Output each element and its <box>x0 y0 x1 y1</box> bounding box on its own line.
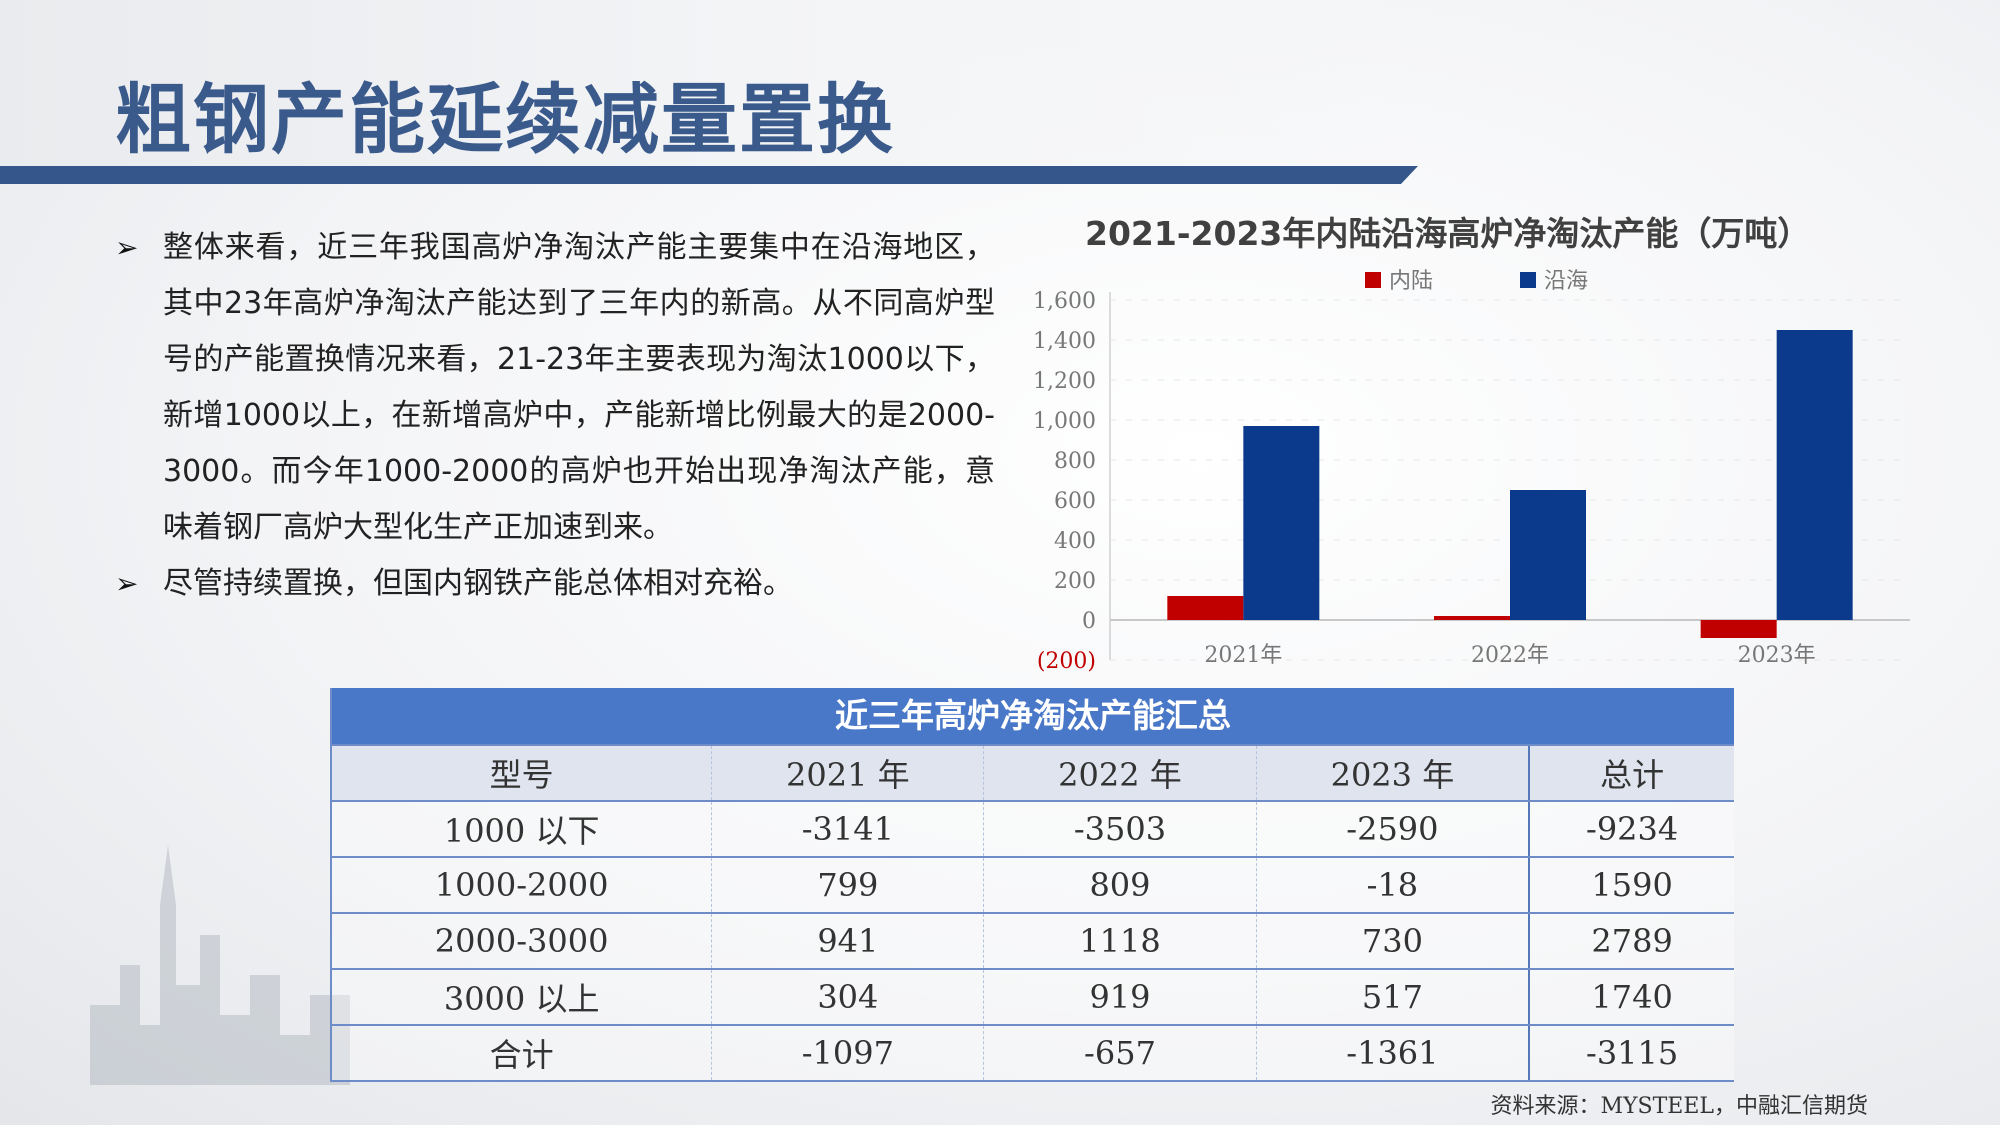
bullet-item: ➢ 整体来看，近三年我国高炉净淘汰产能主要集中在沿海地区，其中23年高炉净淘汰产… <box>115 220 995 556</box>
page-title: 粗钢产能延续减量置换 <box>115 75 895 164</box>
table-header-cell: 2022 年 <box>983 745 1257 802</box>
summary-table-container: 近三年高炉净淘汰产能汇总 型号 2021 年 2022 年 2023 年 总计 … <box>330 688 1734 1082</box>
table-cell: -1361 <box>1255 1025 1530 1082</box>
y-tick-label: 0 <box>1082 609 1096 634</box>
bar-内陆 <box>1434 616 1510 620</box>
table-cell: -18 <box>1255 857 1530 914</box>
y-tick-label: 1,000 <box>1033 409 1096 434</box>
summary-table: 近三年高炉净淘汰产能汇总 型号 2021 年 2022 年 2023 年 总计 … <box>330 688 1734 1082</box>
table-cell: 1000 以下 <box>330 801 712 858</box>
x-tick-label: 2022年 <box>1471 643 1549 668</box>
table-caption: 近三年高炉净淘汰产能汇总 <box>330 688 1734 746</box>
table-cell: -9234 <box>1528 801 1734 858</box>
y-tick-label: 1,600 <box>1033 289 1096 314</box>
bar-内陆 <box>1700 620 1777 638</box>
source-note: 资料来源：MYSTEEL，中融汇信期货 <box>1490 1094 1868 1119</box>
table-header-cell: 2023 年 <box>1255 745 1530 802</box>
legend-swatch <box>1365 272 1381 288</box>
table-row: 2000-3000 941 1118 730 2789 <box>330 913 1734 970</box>
arrow-bullet-icon: ➢ <box>115 231 139 264</box>
legend-label: 沿海 <box>1544 269 1588 294</box>
bar-沿海 <box>1776 330 1853 620</box>
table-cell: 304 <box>711 969 984 1026</box>
table-cell: 809 <box>983 857 1257 914</box>
y-tick-label: 200 <box>1054 569 1096 594</box>
table-cell: 941 <box>711 913 984 970</box>
table-cell: 1000-2000 <box>330 857 712 914</box>
table-cell: -2590 <box>1255 801 1530 858</box>
table-header-cell: 型号 <box>330 745 712 802</box>
table-header-row: 型号 2021 年 2022 年 2023 年 总计 <box>330 745 1734 802</box>
table-cell: 1118 <box>983 913 1257 970</box>
x-tick-label: 2023年 <box>1738 643 1816 668</box>
y-tick-label: (200) <box>1037 649 1096 674</box>
y-tick-label: 1,400 <box>1033 329 1096 354</box>
table-row: 1000-2000 799 809 -18 1590 <box>330 857 1734 914</box>
table-cell: 2000-3000 <box>330 913 712 970</box>
table-cell: -657 <box>983 1025 1257 1082</box>
table-cell: -3115 <box>1528 1025 1734 1082</box>
table-cell: 919 <box>983 969 1257 1026</box>
bullet-text: 整体来看，近三年我国高炉净淘汰产能主要集中在沿海地区，其中23年高炉净淘汰产能达… <box>163 230 995 545</box>
table-row: 合计 -1097 -657 -1361 -3115 <box>330 1025 1734 1082</box>
y-tick-label: 400 <box>1054 529 1096 554</box>
table-cell: 730 <box>1255 913 1530 970</box>
table-cell: 799 <box>711 857 984 914</box>
bar-沿海 <box>1243 426 1320 620</box>
y-tick-label: 1,200 <box>1033 369 1096 394</box>
legend-label: 内陆 <box>1389 269 1433 294</box>
table-cell: -1097 <box>711 1025 984 1082</box>
table-cell: 1590 <box>1528 857 1734 914</box>
table-cell: 1740 <box>1528 969 1734 1026</box>
y-tick-label: 600 <box>1054 489 1096 514</box>
bullet-text: 尽管持续置换，但国内钢铁产能总体相对充裕。 <box>163 566 793 601</box>
table-header-cell: 2021 年 <box>711 745 984 802</box>
city-skyline-watermark <box>90 845 350 1085</box>
chart-title: 2021-2023年内陆沿海高炉净淘汰产能（万吨） <box>1085 214 1811 253</box>
title-underline-bar <box>0 166 1418 184</box>
bullet-item: ➢ 尽管持续置换，但国内钢铁产能总体相对充裕。 <box>115 556 995 612</box>
table-cell: -3503 <box>983 801 1257 858</box>
table-row: 3000 以上 304 919 517 1740 <box>330 969 1734 1026</box>
background-world-map <box>0 0 1400 170</box>
table-cell: -3141 <box>711 801 984 858</box>
bar-内陆 <box>1167 596 1244 620</box>
bullet-list: ➢ 整体来看，近三年我国高炉净淘汰产能主要集中在沿海地区，其中23年高炉净淘汰产… <box>115 220 995 612</box>
legend-swatch <box>1520 272 1536 288</box>
x-tick-label: 2021年 <box>1204 643 1282 668</box>
table-header-cell: 总计 <box>1528 745 1734 802</box>
bar-chart: (200) 0 200 400 600 800 1,000 1,200 1,400 1,600 20… <box>1033 269 1910 674</box>
table-cell: 517 <box>1255 969 1530 1026</box>
arrow-bullet-icon: ➢ <box>115 567 139 600</box>
y-tick-label: 800 <box>1054 449 1096 474</box>
table-row: 1000 以下 -3141 -3503 -2590 -9234 <box>330 801 1734 858</box>
bar-沿海 <box>1510 490 1586 620</box>
table-cell: 2789 <box>1528 913 1734 970</box>
table-cell: 3000 以上 <box>330 969 712 1026</box>
table-cell: 合计 <box>330 1025 712 1082</box>
